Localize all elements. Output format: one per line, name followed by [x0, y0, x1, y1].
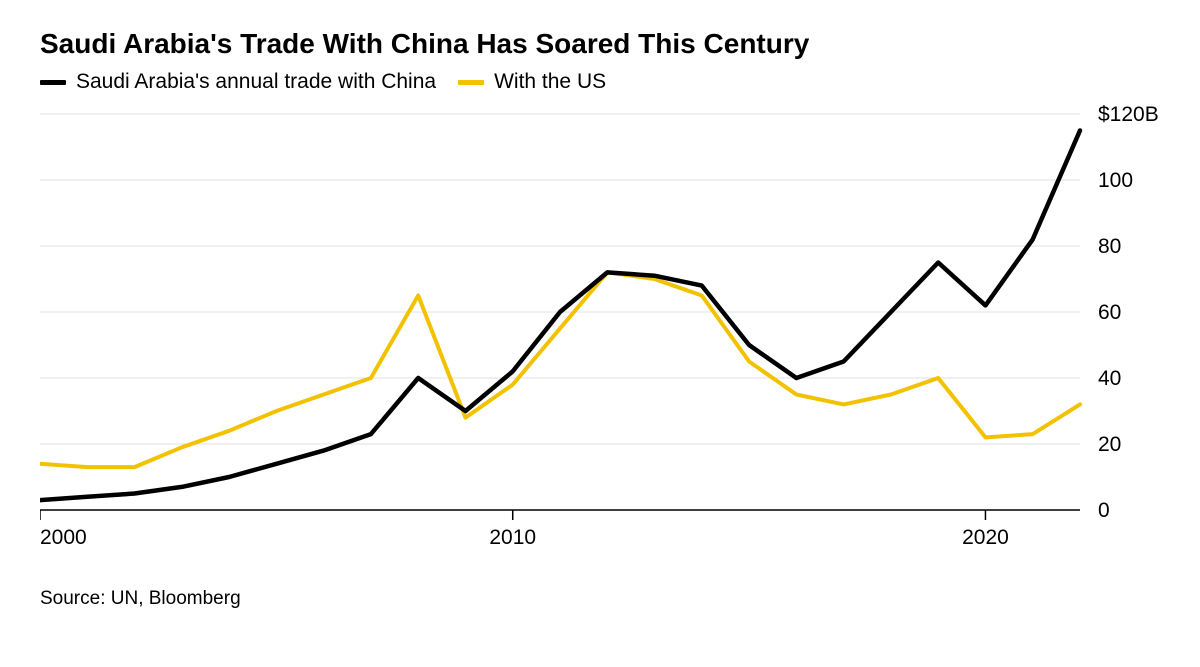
legend-swatch-china: [40, 80, 66, 85]
y-tick-label: 0: [1098, 499, 1110, 522]
series-china: [40, 131, 1080, 501]
legend-item-china: Saudi Arabia's annual trade with China: [40, 70, 436, 94]
legend-label-china: Saudi Arabia's annual trade with China: [76, 70, 436, 94]
chart-plot: 0 20 40 60 80 100 $120B 2000 2010 2020: [40, 102, 1160, 572]
legend-item-us: With the US: [458, 70, 606, 94]
x-tick-label: 2020: [962, 526, 1009, 549]
y-tick-label: 80: [1098, 235, 1121, 258]
y-tick-label: 20: [1098, 433, 1121, 456]
legend: Saudi Arabia's annual trade with China W…: [40, 70, 1160, 94]
y-tick-label: 40: [1098, 367, 1121, 390]
chart-title: Saudi Arabia's Trade With China Has Soar…: [40, 28, 1160, 60]
x-tick-label: 2000: [40, 526, 87, 549]
chart-container: Saudi Arabia's Trade With China Has Soar…: [0, 0, 1200, 667]
legend-label-us: With the US: [494, 70, 606, 94]
y-tick-label: 60: [1098, 301, 1121, 324]
line-chart-svg: 0 20 40 60 80 100 $120B 2000 2010 2020: [40, 102, 1160, 572]
source-attribution: Source: UN, Bloomberg: [40, 588, 1160, 610]
y-tick-label: 100: [1098, 169, 1133, 192]
x-tick-label: 2010: [489, 526, 536, 549]
y-tick-label-top: $120B: [1098, 103, 1159, 126]
series-us: [40, 272, 1080, 467]
legend-swatch-us: [458, 80, 484, 85]
